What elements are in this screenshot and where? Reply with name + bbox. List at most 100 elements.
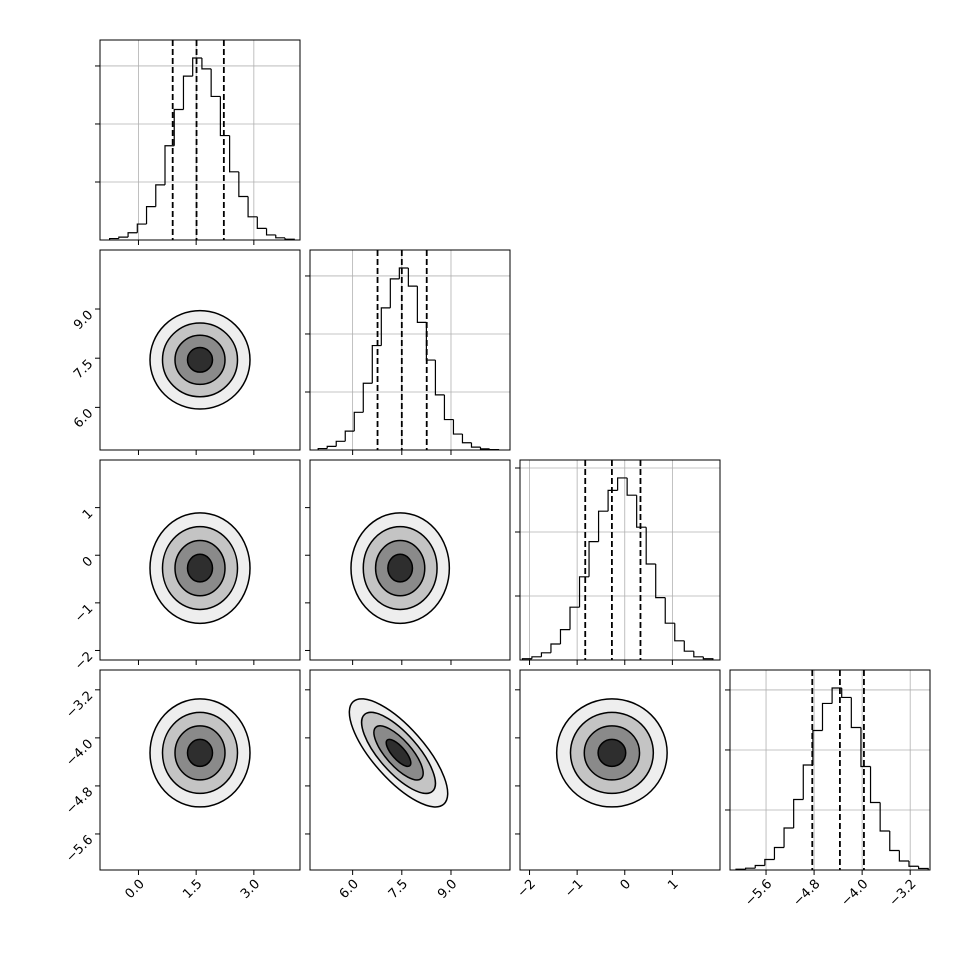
panel-frame (729, 669, 931, 871)
histogram-step (588, 541, 599, 577)
histogram-step (210, 68, 221, 98)
histogram-step (607, 489, 618, 512)
panel-frame (99, 669, 301, 871)
histogram-step (745, 867, 756, 870)
contour (186, 738, 214, 768)
histogram-step (879, 802, 890, 832)
panel-frame (519, 459, 721, 661)
histogram-step (136, 223, 147, 233)
histogram-step (617, 477, 628, 491)
histogram-step (470, 442, 481, 448)
contour (597, 738, 627, 768)
y-tick-label: −1 (72, 602, 96, 626)
y-tick-label: 6.0 (71, 406, 96, 431)
panel-frame (309, 669, 511, 871)
histogram-step (229, 135, 239, 173)
histogram-step (550, 643, 561, 653)
histogram-step (201, 57, 212, 70)
histogram-step (860, 727, 871, 768)
histogram-step (461, 434, 472, 444)
y-tick-label: 0 (80, 554, 96, 570)
histogram-step (164, 145, 175, 185)
histogram-step (702, 656, 714, 660)
histogram-step (626, 477, 637, 496)
histogram-step (655, 564, 666, 599)
histogram-step (145, 206, 156, 225)
histogram-step (335, 440, 346, 447)
histogram-step (664, 597, 675, 624)
histogram-step (693, 651, 704, 658)
histogram-step (793, 798, 804, 828)
x-tick-label: 1 (665, 877, 681, 893)
histogram-step (275, 234, 285, 239)
histogram-step (182, 75, 193, 110)
histogram-step (389, 278, 400, 308)
contour (186, 346, 214, 373)
contour (385, 738, 412, 768)
histogram-step (434, 360, 445, 396)
y-tick-label: −5.6 (63, 833, 96, 866)
histogram-step (683, 640, 694, 652)
y-tick-label: −2 (72, 649, 96, 673)
histogram-step (597, 510, 609, 542)
y-tick-label: 7.5 (71, 357, 96, 382)
histogram-step (773, 846, 785, 860)
histogram-step (850, 697, 861, 729)
histogram-step (416, 286, 427, 323)
histogram-step (821, 702, 833, 731)
panel-frame (309, 249, 511, 451)
histogram-step (443, 394, 454, 421)
histogram-step (578, 576, 590, 608)
histogram-step (559, 629, 570, 644)
histogram-step (569, 606, 580, 630)
histogram-step (917, 866, 929, 870)
panel-frame (309, 459, 511, 661)
histogram-step (118, 236, 129, 239)
histogram-step (802, 764, 813, 800)
histogram-step (380, 307, 391, 346)
histogram-step (326, 445, 337, 449)
x-tick-label: 1.5 (180, 877, 205, 902)
x-tick-label: −4.8 (790, 877, 823, 910)
x-tick-label: 3.0 (238, 877, 263, 902)
histogram-step (127, 232, 138, 238)
histogram-step (479, 447, 490, 450)
histogram-step (173, 108, 184, 146)
panel-frame (99, 459, 301, 661)
y-tick-label: 9.0 (71, 308, 96, 333)
histogram-step (908, 860, 919, 867)
panel-frame (519, 669, 721, 871)
histogram-step (192, 57, 202, 77)
histogram-step (869, 766, 881, 804)
y-tick-label: −4.0 (63, 737, 96, 770)
x-tick-label: −4.0 (838, 877, 871, 910)
histogram-step (841, 688, 852, 699)
contour (186, 553, 214, 583)
histogram-step (265, 228, 276, 236)
histogram-step (256, 216, 267, 229)
histogram-step (238, 171, 249, 198)
histogram-step (155, 184, 165, 207)
x-tick-label: −5.6 (742, 877, 775, 910)
x-tick-label: 0 (618, 877, 634, 893)
x-tick-label: 6.0 (337, 877, 362, 902)
histogram-step (674, 623, 685, 642)
x-tick-label: −3.2 (887, 877, 920, 910)
y-tick-label: 1 (80, 506, 96, 522)
histogram-step (425, 322, 436, 361)
histogram-step (764, 858, 775, 866)
histogram-step (783, 827, 794, 848)
contour (387, 553, 414, 583)
histogram-step (645, 527, 656, 565)
x-tick-label: 9.0 (435, 877, 460, 902)
histogram-step (754, 864, 765, 869)
x-tick-label: 7.5 (386, 877, 411, 902)
histogram-step (362, 382, 373, 413)
histogram-step (219, 96, 230, 137)
histogram-step (531, 656, 542, 659)
histogram-step (636, 495, 647, 528)
x-tick-label: −1 (562, 877, 586, 901)
panel-frame (99, 249, 301, 451)
x-tick-label: −2 (515, 877, 539, 901)
